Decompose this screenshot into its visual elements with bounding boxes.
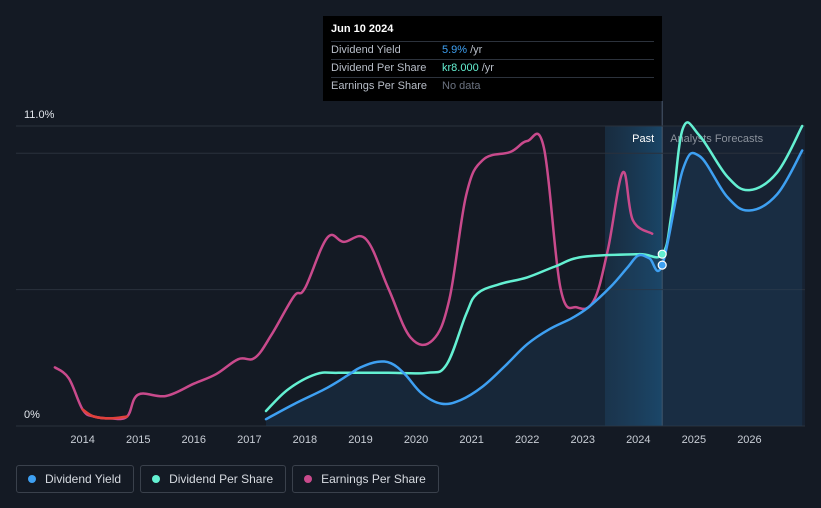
tooltip-unit: /yr	[481, 62, 494, 74]
legend-item-earnings-per-share[interactable]: Earnings Per Share	[292, 465, 439, 493]
x-tick-label: 2018	[293, 434, 317, 446]
x-tick-label: 2026	[737, 434, 761, 446]
tooltip-unit: /yr	[470, 44, 483, 56]
y-tick-label: 0%	[24, 409, 40, 421]
y-tick-label: 11.0%	[24, 109, 55, 121]
x-tick-label: 2017	[237, 434, 261, 446]
x-tick-label: 2014	[70, 434, 94, 446]
tooltip-label: Earnings Per Share	[331, 80, 427, 92]
tooltip: Jun 10 2024 Dividend Yield 5.9% /yr Divi…	[323, 16, 662, 101]
legend-label: Earnings Per Share	[321, 472, 426, 486]
legend-dot-icon	[304, 475, 313, 483]
forecast-region	[662, 126, 805, 426]
tooltip-label: Dividend Yield	[331, 44, 401, 56]
earnings-per-share-negative-line	[81, 408, 129, 420]
x-tick-label: 2016	[182, 434, 206, 446]
x-tick-label: 2023	[571, 434, 595, 446]
legend-item-dividend-yield[interactable]: Dividend Yield	[16, 465, 135, 493]
x-tick-label: 2020	[404, 434, 428, 446]
tooltip-value: 5.9%	[442, 44, 468, 56]
x-tick-label: 2022	[515, 434, 539, 446]
tooltip-row-dividend-per-share: Dividend Per Share kr8.000 /yr	[331, 60, 654, 78]
tooltip-date: Jun 10 2024	[331, 16, 654, 42]
tooltip-label: Dividend Per Share	[331, 62, 427, 74]
tooltip-row-dividend-yield: Dividend Yield 5.9% /yr	[331, 42, 654, 60]
x-tick-label: 2024	[626, 434, 650, 446]
earnings-per-share-line	[53, 132, 654, 421]
forecast-label: Analysts Forecasts	[670, 133, 763, 145]
tooltip-row-earnings-per-share: Earnings Per Share No data	[331, 78, 654, 95]
legend: Dividend Yield Dividend Per Share Earnin…	[16, 465, 439, 493]
x-tick-label: 2025	[682, 434, 706, 446]
legend-item-dividend-per-share[interactable]: Dividend Per Share	[140, 465, 287, 493]
tooltip-value: No data	[442, 80, 481, 92]
past-label: Past	[632, 133, 654, 145]
tooltip-value: kr8.000	[442, 62, 479, 74]
legend-dot-icon	[28, 475, 36, 483]
x-tick-label: 2019	[348, 434, 372, 446]
legend-label: Dividend Per Share	[169, 472, 274, 486]
dividend-yield-area	[266, 150, 803, 426]
dividend-per-share-marker	[657, 249, 667, 259]
legend-label: Dividend Yield	[45, 472, 122, 486]
dividend-yield-line	[264, 149, 804, 421]
x-tick-label: 2015	[126, 434, 150, 446]
x-tick-label: 2021	[459, 434, 483, 446]
dividend-yield-marker	[657, 260, 667, 270]
legend-dot-icon	[152, 475, 161, 483]
past-region	[604, 126, 663, 426]
dividend-per-share-line	[264, 121, 804, 413]
